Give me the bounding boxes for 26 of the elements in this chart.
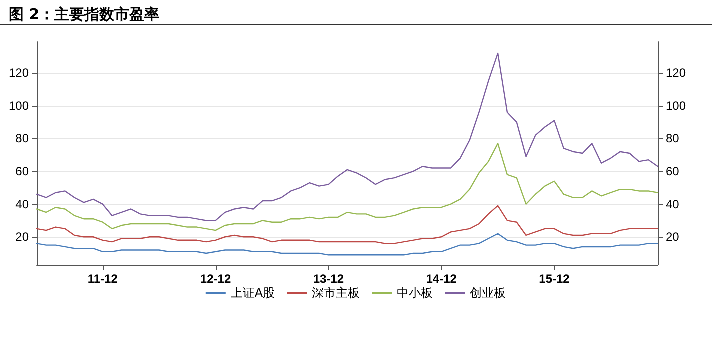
y2-tick-label: 40 — [666, 197, 680, 212]
y-tick-label: 80 — [16, 132, 30, 146]
line-series — [36, 205, 659, 244]
chart-title: 图 2：主要指数市盈率 — [9, 6, 160, 24]
legend-label: 中小板 — [397, 286, 434, 300]
y2-tick-label: 120 — [666, 66, 686, 80]
y2-tick-label: 60 — [666, 164, 680, 179]
x-tick-label: 13-12 — [313, 272, 344, 286]
y-tick-label: 120 — [8, 66, 30, 80]
x-tick-label: 12-12 — [200, 272, 232, 286]
legend-label: 创业板 — [470, 286, 506, 300]
y-tick-label: 60 — [16, 164, 30, 179]
line-series — [36, 233, 659, 256]
line-series — [36, 143, 659, 232]
line-series — [36, 52, 659, 222]
legend-label: 深市主板 — [312, 286, 360, 300]
x-tick-label: 14-12 — [426, 272, 458, 286]
y2-tick-label: 100 — [666, 98, 686, 113]
y-tick-label: 40 — [16, 197, 30, 212]
y-tick-label: 100 — [8, 98, 30, 113]
y-tick-label: 20 — [16, 230, 30, 244]
y2-tick-label: 20 — [666, 230, 680, 244]
x-tick-label: 15-12 — [539, 272, 570, 286]
x-tick-label: 11-12 — [88, 272, 118, 286]
legend-label: 上证A股 — [230, 286, 276, 300]
y2-tick-label: 80 — [666, 132, 680, 146]
